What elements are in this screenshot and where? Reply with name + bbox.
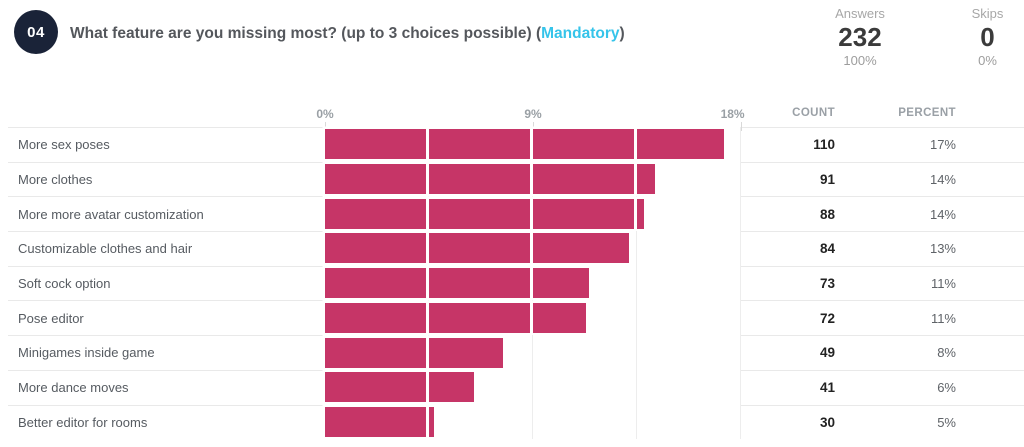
- count-value: 41: [741, 369, 835, 405]
- percent-value: 11%: [835, 300, 956, 335]
- question-number-badge: 04: [14, 10, 58, 54]
- table-row: Pose editor 72 11%: [8, 300, 1024, 336]
- bar-cell: [325, 196, 741, 232]
- skips-stat-value: 0: [980, 22, 995, 52]
- bar-cell: [325, 127, 741, 162]
- answer-bar: [325, 268, 590, 299]
- skips-stat-percent: 0%: [978, 53, 997, 68]
- count-value: 49: [741, 335, 835, 370]
- answer-label: Soft cock option: [8, 265, 325, 301]
- axis-tick-label-0: 0%: [316, 107, 334, 121]
- percent-value: 8%: [835, 335, 956, 370]
- percent-value: 13%: [835, 231, 956, 266]
- table-row: Customizable clothes and hair 84 13%: [8, 231, 1024, 266]
- answer-label: Customizable clothes and hair: [8, 231, 325, 266]
- table-row: Better editor for rooms 30 5%: [8, 404, 1024, 440]
- count-value: 73: [741, 265, 835, 301]
- bar-cell: [325, 404, 741, 440]
- answer-bar: [325, 302, 586, 333]
- percent-value: 14%: [835, 196, 956, 231]
- percent-value: 14%: [835, 161, 956, 197]
- answer-bar: [325, 164, 655, 195]
- results-bar-chart: 0% 9% 18% COUNT PERCENT More sex poses 1…: [0, 99, 1024, 440]
- answers-stat-percent: 100%: [843, 53, 877, 68]
- answers-stat-value: 232: [838, 22, 882, 52]
- label-column-header-empty: [8, 99, 325, 127]
- bar-cell: [325, 231, 741, 266]
- answer-label: More more avatar customization: [8, 196, 325, 231]
- bar-cell: [325, 300, 741, 336]
- percent-value: 17%: [835, 127, 956, 162]
- table-row: Minigames inside game 49 8%: [8, 335, 1024, 370]
- count-value: 88: [741, 196, 835, 231]
- bar-cell: [325, 369, 741, 405]
- answer-bar: [325, 406, 434, 437]
- answers-stat-label: Answers: [835, 6, 885, 21]
- answer-bar: [325, 198, 644, 229]
- chart-header-row: 0% 9% 18% COUNT PERCENT: [8, 99, 1024, 131]
- mandatory-paren-open: (: [531, 25, 542, 42]
- percent-value: 11%: [835, 265, 956, 301]
- skips-stat-label: Skips: [971, 6, 1004, 21]
- count-value: 91: [741, 161, 835, 197]
- count-value: 110: [741, 127, 835, 162]
- count-value: 72: [741, 300, 835, 335]
- bar-cell: [325, 335, 741, 370]
- answer-label: More sex poses: [8, 127, 325, 162]
- answer-bar: [325, 337, 503, 368]
- axis-tick-label-9: 9%: [524, 107, 542, 121]
- x-axis: 0% 9% 18%: [316, 99, 745, 131]
- skips-stat: Skips 0 0%: [945, 6, 1024, 68]
- percent-value: 5%: [835, 404, 956, 440]
- axis-tick-label-18: 18%: [720, 107, 745, 121]
- count-value: 30: [741, 404, 835, 440]
- bar-cell: [325, 265, 741, 301]
- answers-stat: Answers 232 100%: [805, 6, 915, 68]
- question-header: 04 What feature are you missing most? (u…: [0, 0, 1024, 99]
- question-title: What feature are you missing most? (up t…: [70, 24, 724, 43]
- answer-bar: [325, 129, 724, 160]
- table-row: More clothes 91 14%: [8, 161, 1024, 197]
- answer-label: More dance moves: [8, 369, 325, 405]
- axis-tick-mark: [740, 122, 742, 131]
- question-text: What feature are you missing most? (up t…: [70, 25, 532, 42]
- table-row: More dance moves 41 6%: [8, 369, 1024, 405]
- answer-label: More clothes: [8, 161, 325, 197]
- table-row: More sex poses 110 17%: [8, 127, 1024, 162]
- answer-label: Minigames inside game: [8, 335, 325, 370]
- answer-label: Better editor for rooms: [8, 404, 325, 440]
- answer-label: Pose editor: [8, 300, 325, 335]
- mandatory-paren-close: ): [619, 25, 625, 42]
- bar-cell: [325, 161, 741, 197]
- table-row: Soft cock option 73 11%: [8, 265, 1024, 301]
- table-row: More more avatar customization 88 14%: [8, 196, 1024, 232]
- percent-column-header: PERCENT: [898, 107, 956, 119]
- answer-bar: [325, 233, 630, 264]
- axis-tick-mark: [325, 122, 326, 131]
- answer-bar: [325, 372, 474, 403]
- count-value: 84: [741, 231, 835, 266]
- count-column-header: COUNT: [792, 107, 835, 119]
- percent-value: 6%: [835, 369, 956, 405]
- mandatory-label: Mandatory: [541, 25, 620, 42]
- axis-tick-mark: [532, 122, 534, 131]
